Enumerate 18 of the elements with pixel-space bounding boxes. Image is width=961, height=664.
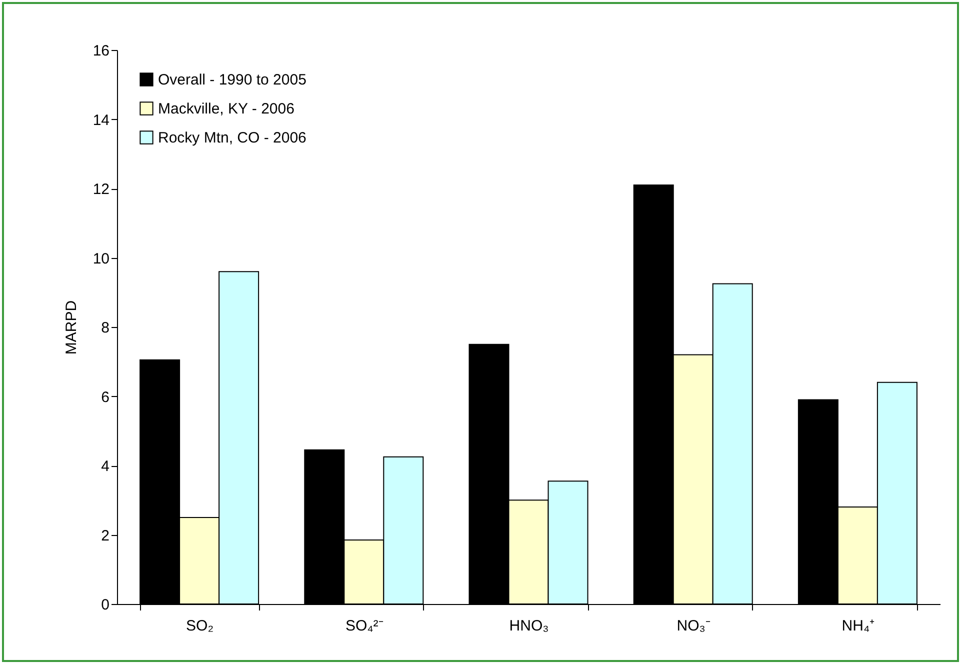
y-tick-label: 14 <box>92 112 110 129</box>
legend-label: Mackville, KY - 2006 <box>158 100 294 118</box>
x-tick-label: NO₃⁻ <box>676 618 710 634</box>
legend-label: Rocky Mtn, CO - 2006 <box>158 130 306 146</box>
y-tick-label: 2 <box>101 527 110 544</box>
y-tick-label: 8 <box>101 320 110 336</box>
y-tick-label: 10 <box>92 250 110 268</box>
x-tick-label: NH₄⁺ <box>842 618 875 634</box>
y-tick-label: 4 <box>101 458 110 475</box>
y-axis-title: MARPD <box>62 300 80 355</box>
x-tick-label: SO₂ <box>186 618 214 634</box>
x-tick-label: SO₄²⁻ <box>346 618 384 634</box>
y-tick-label: 16 <box>92 42 110 60</box>
legend-label: Overall - 1990 to 2005 <box>158 72 306 88</box>
y-tick-label: 12 <box>92 181 110 198</box>
x-tick-label: HNO₃ <box>509 618 549 634</box>
y-tick-label: 6 <box>101 388 110 406</box>
y-tick-label: 0 <box>101 596 110 614</box>
